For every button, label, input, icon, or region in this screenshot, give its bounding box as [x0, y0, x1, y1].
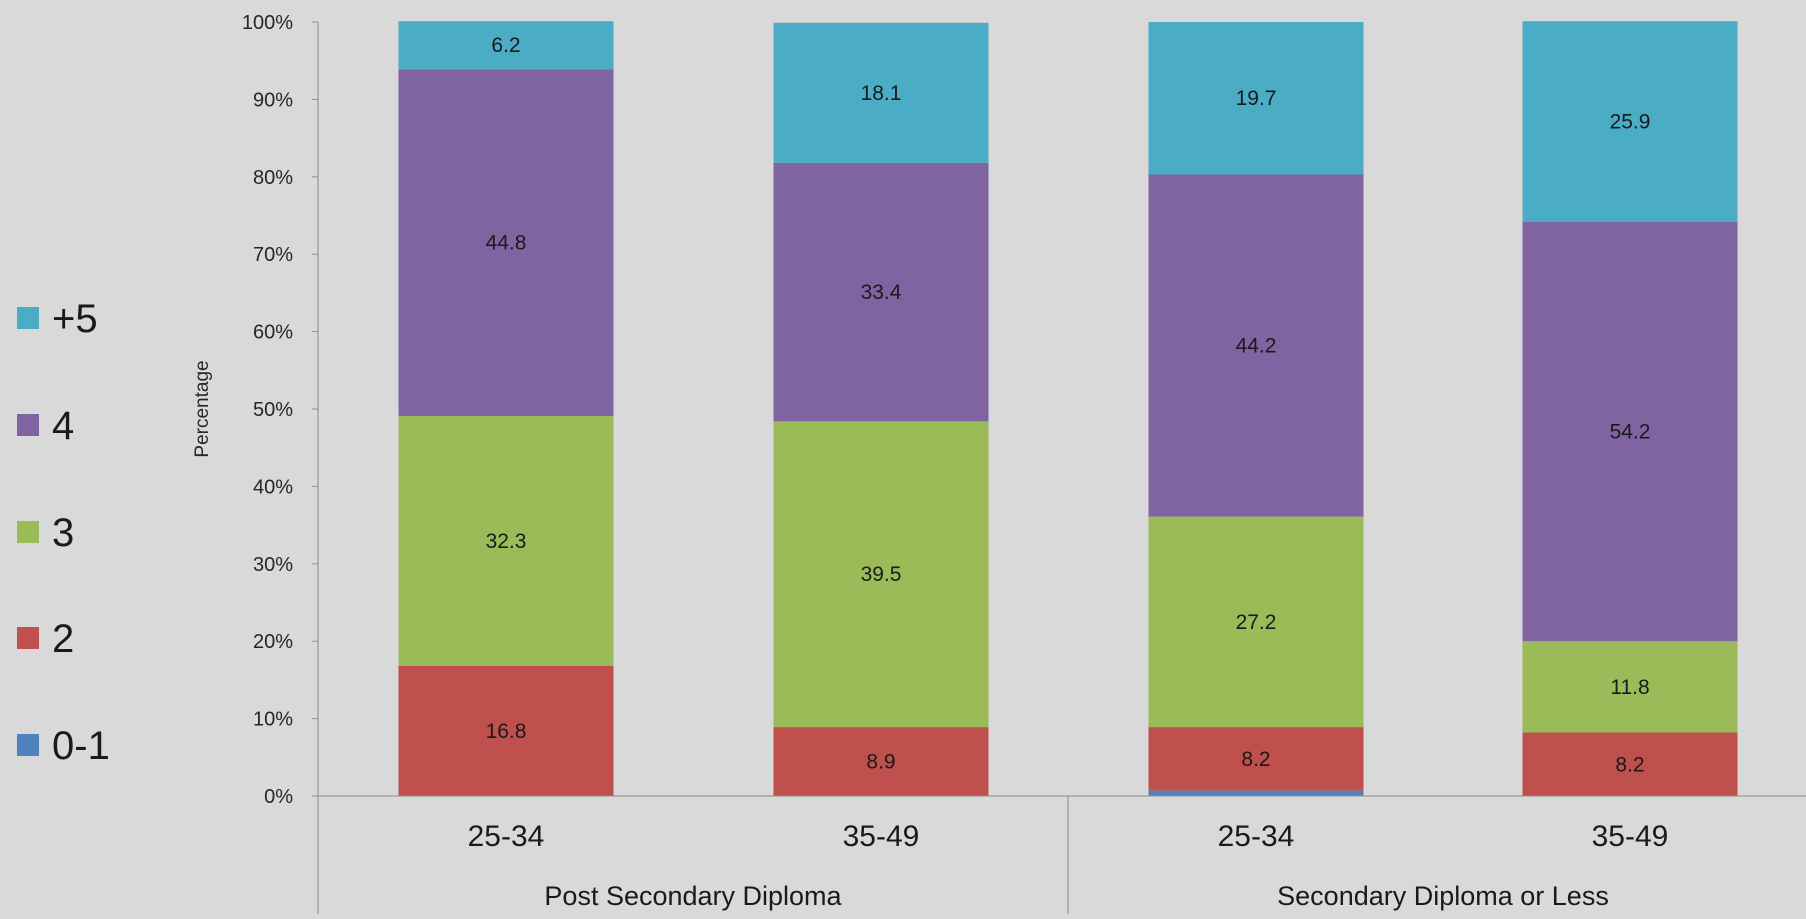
y-tick-label: 100% [242, 12, 293, 34]
legend-swatch [17, 627, 39, 649]
bar-segment-0-1 [1148, 790, 1364, 796]
bar-stack: 8.9 39.5 33.4 18.1 [773, 22, 989, 796]
bars: 16.8 32.3 44.8 6.2 8.9 39.5 33.4 18.1 8.2 27.2 44.… [398, 21, 1738, 796]
x-group-label: Secondary Diploma or Less [1277, 881, 1609, 911]
legend-item: +5 [17, 297, 98, 341]
legend-label: +5 [52, 297, 98, 341]
bar-stack: 16.8 32.3 44.8 6.2 [398, 21, 614, 796]
bar-segment-4 [773, 162, 989, 422]
legend: +5 4 3 2 0-1 [17, 297, 110, 768]
y-tick-label: 90% [253, 89, 293, 111]
y-tick-label: 70% [253, 244, 293, 266]
bar-segment-2 [1522, 732, 1738, 796]
legend-item: 2 [17, 617, 74, 661]
bar-stack: 8.2 11.8 54.2 25.9 [1522, 21, 1738, 796]
data-label: 19.7 [1236, 87, 1277, 110]
bar-segment-2 [1148, 727, 1364, 791]
legend-item: 4 [17, 404, 74, 448]
y-tick-label: 10% [253, 709, 293, 731]
data-label: 11.8 [1610, 676, 1649, 699]
bar-segment-+5 [1522, 21, 1738, 222]
legend-swatch [17, 734, 39, 756]
bar-segment-2 [773, 727, 989, 796]
legend-label: 2 [52, 617, 74, 661]
x-tick-label: 35-49 [843, 820, 920, 853]
data-label: 8.2 [1241, 748, 1270, 771]
legend-label: 4 [52, 404, 74, 448]
data-label: 44.2 [1236, 335, 1277, 358]
x-tick-label: 25-34 [1218, 820, 1295, 853]
data-label: 8.9 [866, 751, 895, 774]
y-tick-label: 40% [253, 476, 293, 498]
legend-swatch [17, 307, 39, 329]
bar-segment-+5 [1148, 22, 1364, 175]
x-tick-label: 35-49 [1592, 820, 1669, 853]
data-label: 16.8 [486, 720, 527, 743]
data-label: 27.2 [1236, 611, 1277, 634]
bar-segment-+5 [773, 22, 989, 163]
y-tick-label: 60% [253, 322, 293, 344]
bar-segment-3 [1522, 641, 1738, 733]
legend-swatch [17, 521, 39, 543]
bar-stack: 8.2 27.2 44.2 19.7 [1148, 22, 1364, 796]
data-label: 44.8 [486, 232, 527, 255]
x-group-label: Post Secondary Diploma [544, 881, 842, 911]
data-label: 33.4 [861, 281, 902, 304]
bar-segment-4 [1148, 174, 1364, 517]
data-label: 8.2 [1615, 753, 1644, 776]
legend-label: 3 [52, 511, 74, 555]
y-axis-label: Percentage [192, 360, 213, 457]
bar-segment-2 [398, 665, 614, 796]
y-tick-label: 80% [253, 167, 293, 189]
y-tick-label: 0% [264, 786, 293, 808]
y-axis: 0% 10% 20% 30% 40% 50% 60% 70% 80% 90% 100% [242, 12, 319, 808]
legend-swatch [17, 414, 39, 436]
data-label: 54.2 [1610, 420, 1651, 443]
y-tick-label: 20% [253, 631, 293, 653]
data-label: 6.2 [491, 34, 520, 57]
bar-segment-3 [398, 415, 614, 666]
x-tick-label: 25-34 [468, 820, 545, 853]
bar-segment-4 [398, 69, 614, 416]
y-tick-label: 50% [253, 399, 293, 421]
legend-label: 0-1 [52, 724, 110, 768]
bar-segment-3 [773, 421, 989, 728]
legend-item: 3 [17, 511, 74, 555]
y-tick-label: 30% [253, 554, 293, 576]
bar-segment-4 [1522, 221, 1738, 642]
bar-segment-3 [1148, 516, 1364, 728]
data-label: 39.5 [861, 563, 902, 586]
data-label: 32.3 [486, 530, 527, 553]
data-label: 18.1 [861, 82, 902, 105]
bar-segment-+5 [398, 21, 614, 70]
data-label: 25.9 [1610, 110, 1651, 133]
legend-item: 0-1 [17, 724, 110, 768]
